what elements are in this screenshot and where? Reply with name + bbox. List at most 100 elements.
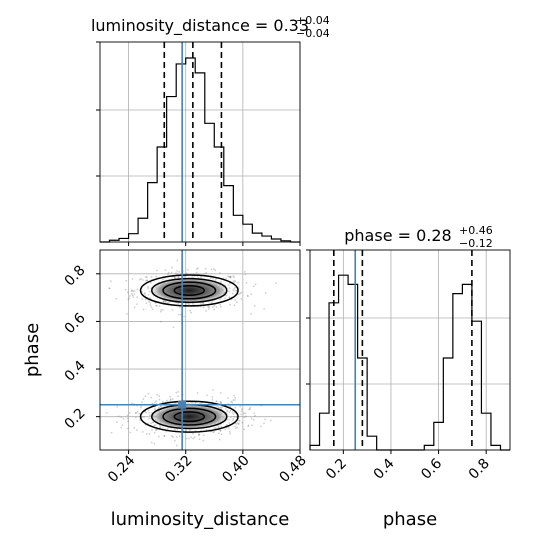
density-point — [146, 279, 149, 282]
density-point — [197, 267, 199, 269]
density-point — [232, 419, 234, 422]
density-y-tick-label-1: 0.4 — [62, 358, 89, 385]
density-point — [133, 290, 136, 293]
density-point — [163, 434, 166, 437]
density-point — [234, 396, 237, 399]
density-point — [219, 305, 222, 308]
density-point — [171, 309, 174, 311]
density-point — [143, 416, 146, 418]
density-point — [144, 298, 147, 301]
density-point — [232, 280, 235, 282]
density-point — [155, 428, 158, 431]
density-point — [253, 412, 256, 415]
density-point — [129, 431, 132, 434]
density-point — [232, 275, 235, 278]
density-point — [239, 292, 242, 295]
density-point — [233, 276, 236, 279]
x-tick-label-0: 0.2 — [323, 456, 350, 483]
density-point — [126, 417, 129, 420]
density-point — [151, 429, 153, 431]
density-point — [219, 429, 222, 432]
density-point — [133, 293, 136, 295]
density-x-tick-label-3: 0.48 — [276, 452, 309, 485]
density-point — [190, 436, 193, 439]
density-point — [213, 304, 216, 307]
density-point — [198, 438, 201, 441]
density-point — [225, 424, 228, 426]
density-point — [233, 304, 236, 307]
phase-histogram-grid — [310, 250, 510, 450]
density-y-tick-label-0: 0.2 — [62, 405, 89, 432]
density-point — [136, 296, 139, 299]
density-point — [141, 401, 144, 404]
density-point — [196, 392, 199, 394]
density-point — [250, 417, 253, 420]
density-contour-1-3 — [139, 400, 239, 433]
density-point — [172, 436, 174, 438]
density-point — [177, 395, 180, 398]
density-point — [165, 430, 168, 433]
density-point — [169, 395, 171, 398]
luminosity-distance-title-plus: +0.04 — [296, 14, 330, 27]
phase-title-minus: −0.12 — [459, 237, 493, 250]
density-point — [148, 300, 150, 303]
x-tick-label-1: 0.4 — [371, 456, 398, 483]
density-point — [231, 292, 234, 295]
phase-title-plus: +0.46 — [459, 224, 493, 237]
density-point — [105, 412, 108, 414]
density-point — [193, 436, 196, 439]
truth-marker — [178, 400, 187, 409]
density-point — [198, 434, 200, 437]
density-point — [142, 308, 145, 311]
density-point — [260, 425, 262, 428]
density-point — [141, 290, 144, 293]
density-point — [175, 272, 177, 275]
density-point — [213, 268, 215, 271]
density-point — [170, 271, 173, 274]
density-point — [215, 400, 218, 403]
density-point — [138, 278, 141, 281]
density-point — [237, 419, 240, 422]
density-point — [178, 306, 181, 309]
density-point — [244, 412, 247, 415]
density-point — [158, 395, 161, 397]
density-point — [229, 303, 231, 306]
density-point — [231, 401, 234, 404]
density-point — [133, 426, 136, 429]
density-point — [202, 306, 205, 309]
density-point — [206, 394, 208, 397]
density-point — [244, 270, 246, 273]
density-point — [145, 411, 148, 414]
density-point — [275, 282, 277, 285]
density-point — [183, 315, 185, 318]
density-point — [136, 303, 138, 306]
density-point — [172, 326, 175, 329]
density-point — [224, 428, 227, 431]
density-point — [157, 435, 160, 438]
density-point — [233, 288, 235, 291]
density-point — [130, 290, 133, 293]
density-point — [229, 276, 232, 279]
density-point — [145, 302, 148, 305]
phase-quantile-lines — [333, 250, 473, 450]
density-point — [240, 410, 243, 413]
density-point — [163, 435, 166, 437]
density-point — [135, 411, 137, 414]
density-point — [212, 389, 214, 391]
density-point — [232, 399, 235, 402]
density-point — [219, 303, 222, 306]
density-point — [144, 395, 147, 397]
density-point — [126, 414, 129, 417]
density-point — [160, 320, 162, 323]
density-point — [126, 312, 128, 315]
density-x-tick-label-2: 0.40 — [219, 452, 252, 485]
density-point — [115, 297, 118, 300]
density-point — [177, 313, 180, 316]
density-x-tick-label-1: 0.32 — [162, 452, 195, 485]
density-point — [249, 408, 251, 410]
density-point — [235, 301, 238, 304]
density-point — [173, 439, 176, 442]
phase-histogram-steps — [309, 274, 510, 451]
density-point — [147, 392, 150, 395]
density-point — [205, 310, 207, 312]
